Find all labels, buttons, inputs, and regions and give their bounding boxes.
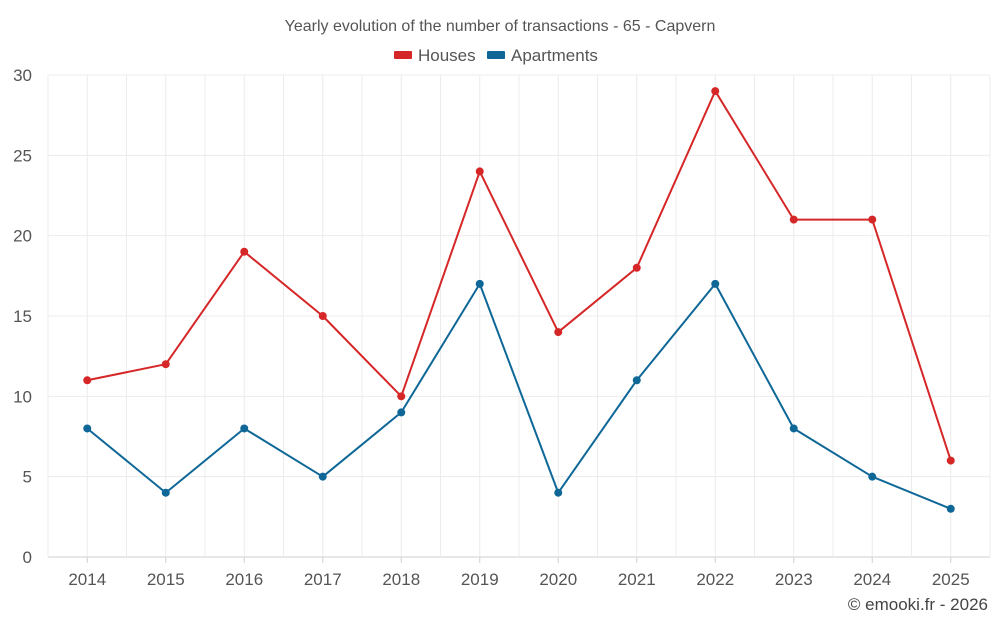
y-tick-label: 10 <box>13 387 32 406</box>
x-tick-label: 2025 <box>932 570 970 589</box>
legend-label-apartments: Apartments <box>511 46 598 65</box>
data-point-apartments <box>397 408 406 417</box>
x-tick-label: 2024 <box>853 570 891 589</box>
x-tick-label: 2016 <box>225 570 263 589</box>
y-tick-label: 15 <box>13 307 32 326</box>
x-tick-label: 2023 <box>775 570 813 589</box>
data-point-apartments <box>83 424 92 433</box>
x-tick-label: 2021 <box>618 570 656 589</box>
data-point-apartments <box>240 424 249 433</box>
series-group <box>83 87 955 513</box>
data-point-houses <box>397 392 406 401</box>
data-point-houses <box>83 376 92 385</box>
data-point-apartments <box>318 472 327 481</box>
legend-label-houses: Houses <box>418 46 476 65</box>
data-point-houses <box>554 328 563 337</box>
data-point-apartments <box>475 279 484 288</box>
legend: Houses Apartments <box>394 46 598 65</box>
y-tick-label: 25 <box>13 146 32 165</box>
data-point-houses <box>789 215 798 224</box>
x-tick-label: 2015 <box>147 570 185 589</box>
data-point-houses <box>161 360 170 369</box>
data-point-apartments <box>554 488 563 497</box>
series-line-apartments <box>86 282 952 510</box>
data-point-houses <box>632 263 641 272</box>
x-tick-label: 2019 <box>461 570 499 589</box>
data-point-apartments <box>711 279 720 288</box>
x-axis: 2014 2015 2016 2017 2018 2019 2020 2021 2022 2023… <box>68 557 970 589</box>
credit-text: © emooki.fr - 2026 <box>848 595 988 614</box>
x-tick-label: 2018 <box>382 570 420 589</box>
legend-swatch-houses <box>394 51 412 59</box>
chart-title: Yearly evolution of the number of transa… <box>285 18 716 35</box>
y-tick-label: 30 <box>13 66 32 85</box>
data-point-houses <box>475 167 484 176</box>
data-point-apartments <box>868 472 877 481</box>
legend-swatch-apartments <box>487 51 505 59</box>
data-point-apartments <box>789 424 798 433</box>
y-tick-label: 0 <box>23 548 32 567</box>
data-point-houses <box>711 87 720 96</box>
data-point-houses <box>868 215 877 224</box>
grid <box>47 74 991 558</box>
data-point-apartments <box>632 376 641 385</box>
data-point-houses <box>318 312 327 320</box>
y-axis: 0 5 10 15 20 25 30 <box>13 66 32 567</box>
data-point-houses <box>946 456 955 465</box>
x-tick-label: 2014 <box>68 570 106 589</box>
y-tick-label: 5 <box>23 468 32 487</box>
x-tick-label: 2022 <box>696 570 734 589</box>
x-tick-label: 2020 <box>539 570 577 589</box>
series-line-houses <box>87 90 952 461</box>
data-point-apartments <box>946 504 955 513</box>
data-point-houses <box>240 247 249 256</box>
x-tick-label: 2017 <box>304 570 342 589</box>
y-tick-label: 20 <box>13 227 32 246</box>
data-point-apartments <box>161 488 170 497</box>
